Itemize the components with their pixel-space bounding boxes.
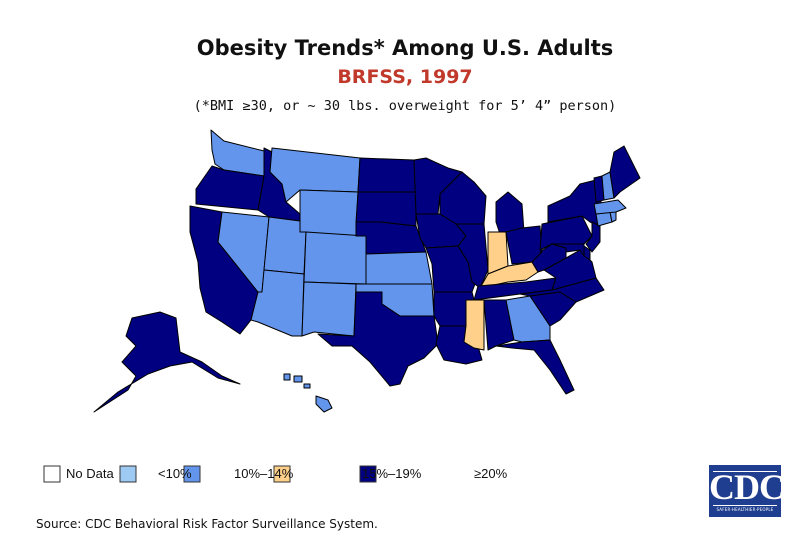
cdc-logo-tagline: SAFER·HEALTHIER·PEOPLE [716, 507, 774, 512]
state-CO [303, 231, 367, 285]
state-MD [551, 243, 585, 257]
cdc-logo-text: CDC [709, 467, 785, 507]
cdc-logo: CDC SAFER·HEALTHIER·PEOPLE [709, 465, 785, 517]
state-AL [483, 299, 515, 351]
state-WI [439, 171, 487, 225]
state-NC [519, 277, 605, 303]
state-MS [463, 299, 485, 351]
state-WY [299, 189, 359, 237]
legend-label-no-data: No Data [66, 466, 114, 481]
state-NE [355, 221, 427, 255]
state-SD [355, 191, 417, 227]
state-TX [317, 291, 439, 387]
legend-swatch-lt10 [119, 465, 137, 483]
state-KS [365, 251, 433, 285]
state-HI [283, 373, 333, 413]
state-NM [301, 281, 357, 337]
state-IL [455, 223, 489, 289]
bmi-note: (*BMI ≥30, or ~ 30 lbs. overweight for 5… [193, 98, 617, 114]
legend-swatch-gte20 [359, 465, 377, 483]
state-VA [543, 249, 597, 291]
state-ND [357, 157, 417, 193]
state-ME [609, 145, 641, 199]
source-note: Source: CDC Behavioral Risk Factor Surve… [36, 517, 378, 531]
legend-label-lt10: <10% [158, 466, 192, 481]
legend-label-10-14: 10%–14% [234, 466, 294, 481]
legend [43, 465, 377, 483]
map-subtitle: BRFSS, 1997 [337, 66, 473, 88]
state-UT [263, 216, 307, 275]
state-MI [495, 191, 525, 235]
state-NJ [585, 221, 601, 253]
legend-label-15-19: 15%–19% [362, 466, 422, 481]
legend-label-gte20: ≥20% [474, 466, 508, 481]
state-FL [495, 339, 575, 395]
map-title: Obesity Trends* Among U.S. Adults [196, 36, 614, 60]
state-AK [93, 311, 241, 413]
legend-swatch-p15-19 [273, 465, 291, 483]
legend-swatch-p10-14 [183, 465, 201, 483]
legend-swatch-no-data [43, 465, 61, 483]
state-MA [593, 199, 627, 215]
